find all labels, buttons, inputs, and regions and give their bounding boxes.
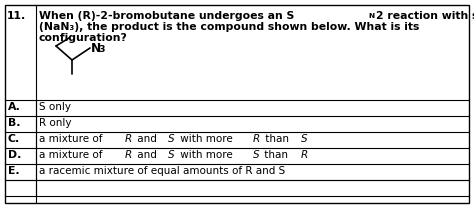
Text: R: R	[301, 150, 308, 160]
Text: 2 reaction with sodium azide: 2 reaction with sodium azide	[376, 11, 474, 21]
Text: S: S	[301, 134, 308, 144]
Text: 3: 3	[99, 46, 105, 54]
Text: R only: R only	[39, 118, 72, 128]
Text: S: S	[168, 134, 175, 144]
Text: E.: E.	[8, 166, 19, 176]
Text: R: R	[125, 134, 132, 144]
Text: a racemic mixture of equal amounts of R and S: a racemic mixture of equal amounts of R …	[39, 166, 285, 176]
Text: R: R	[125, 150, 132, 160]
Text: and: and	[135, 150, 161, 160]
Text: N: N	[368, 14, 374, 20]
Text: configuration?: configuration?	[39, 33, 128, 43]
Text: C.: C.	[8, 134, 20, 144]
Text: than: than	[262, 150, 292, 160]
Text: D.: D.	[8, 150, 21, 160]
Text: (NaN₃), the product is the compound shown below. What is its: (NaN₃), the product is the compound show…	[39, 22, 419, 32]
Text: S: S	[253, 150, 259, 160]
Text: B.: B.	[8, 118, 20, 128]
Text: A.: A.	[8, 102, 21, 112]
Text: 11.: 11.	[7, 11, 26, 21]
Text: than: than	[262, 134, 292, 144]
Text: and: and	[135, 134, 161, 144]
Text: a mixture of: a mixture of	[39, 150, 106, 160]
Text: S: S	[168, 150, 175, 160]
Text: When (R)-2-bromobutane undergoes an S: When (R)-2-bromobutane undergoes an S	[39, 11, 294, 21]
Text: with more: with more	[177, 134, 236, 144]
Text: a mixture of: a mixture of	[39, 134, 106, 144]
Text: with more: with more	[177, 150, 236, 160]
Text: N: N	[91, 42, 101, 54]
Text: R: R	[253, 134, 260, 144]
Text: S only: S only	[39, 102, 71, 112]
